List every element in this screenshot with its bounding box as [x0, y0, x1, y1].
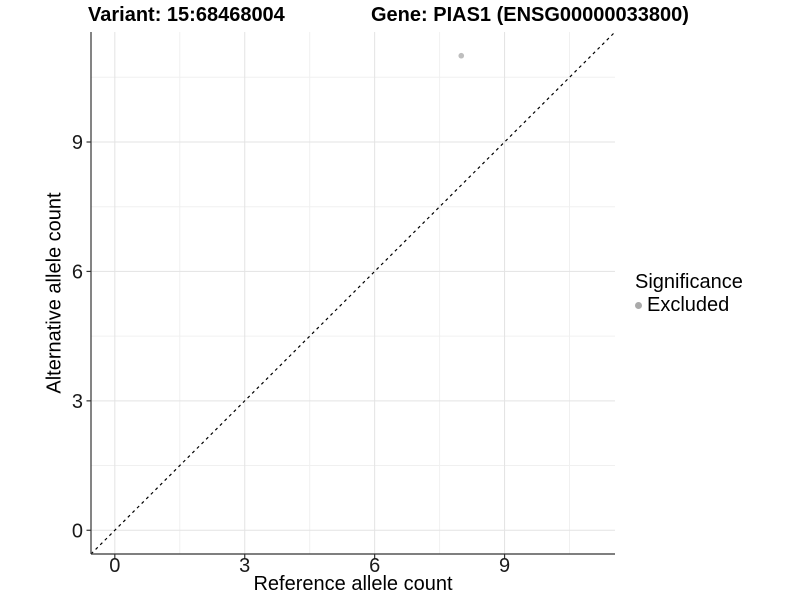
y-tick-label: 9: [72, 132, 83, 154]
legend: Significance Excluded: [635, 271, 743, 316]
x-axis-title: Reference allele count: [253, 573, 453, 595]
legend-entry-excluded: Excluded: [635, 293, 743, 316]
axis-tick-labels: 0 3 6 9 0 3 6 9: [72, 132, 510, 577]
minor-gridlines: [91, 32, 615, 554]
identity-reference-line: [90, 31, 616, 555]
y-tick-label: 6: [72, 261, 83, 283]
plot-title-gene: Gene: PIAS1 (ENSG00000033800): [371, 4, 689, 26]
x-tick-label: 9: [499, 555, 510, 577]
x-tick-label: 3: [239, 555, 250, 577]
y-tick-label: 3: [72, 391, 83, 413]
axis-ticks: [86, 141, 506, 559]
y-axis-title: Alternative allele count: [43, 192, 66, 394]
y-tick-label: 0: [72, 520, 83, 542]
data-points: [458, 52, 465, 59]
axis-lines: [90, 32, 615, 555]
plot-title-variant: Variant: 15:68468004: [88, 4, 285, 26]
x-tick-label: 0: [109, 555, 120, 577]
legend-entry-label: Excluded: [647, 293, 730, 316]
data-point: [458, 52, 465, 59]
legend-point-icon: [635, 301, 642, 309]
major-gridlines: [91, 32, 615, 554]
x-tick-label: 6: [369, 555, 380, 577]
legend-title: Significance: [635, 271, 743, 293]
